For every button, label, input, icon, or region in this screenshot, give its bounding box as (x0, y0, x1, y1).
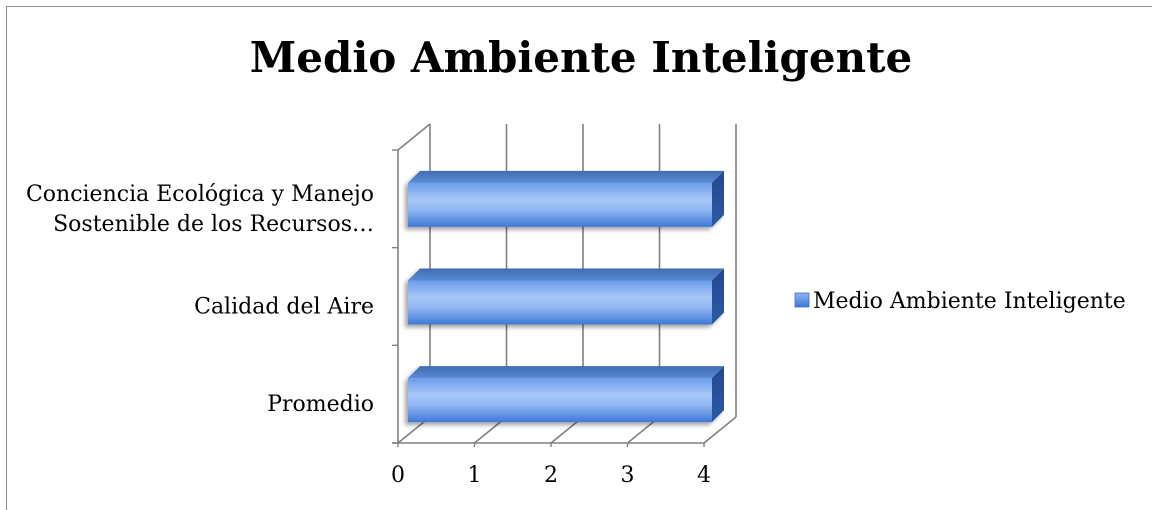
bar (408, 268, 724, 325)
category-label-line: Sostenible de los Recursos… (53, 212, 374, 237)
bar-side-face (712, 268, 724, 325)
chart-title: Medio Ambiente Inteligente (250, 33, 912, 82)
bar-front-face (408, 280, 712, 325)
legend-swatch (794, 292, 810, 308)
bar-side-face (712, 170, 724, 227)
depth-edge (397, 123, 431, 151)
category-label-line: Conciencia Ecológica y Manejo (26, 182, 374, 207)
bar-front-face (408, 378, 712, 423)
x-tick-label: 2 (544, 463, 558, 488)
bar-side-face (712, 366, 724, 423)
legend-label: Medio Ambiente Inteligente (813, 289, 1126, 314)
category-label-line: Promedio (267, 392, 374, 417)
bar-top-face (408, 366, 724, 379)
chart-frame (6, 6, 1152, 510)
x-tick-label: 3 (621, 463, 635, 488)
category-label: Calidad del Aire (194, 295, 374, 320)
x-tick-label: 1 (468, 463, 482, 488)
floor-gridline (703, 416, 737, 444)
x-tick-label: 0 (391, 463, 405, 488)
category-label: Promedio (267, 392, 374, 417)
category-label: Conciencia Ecológica y Manejo Sostenible … (26, 182, 374, 237)
bar (408, 366, 724, 423)
bar-front-face (408, 182, 712, 227)
bar (408, 170, 724, 227)
x-tick-label: 4 (697, 463, 711, 488)
bar-top-face (408, 170, 724, 183)
category-label-line: Calidad del Aire (194, 295, 374, 320)
bar-top-face (408, 268, 724, 281)
